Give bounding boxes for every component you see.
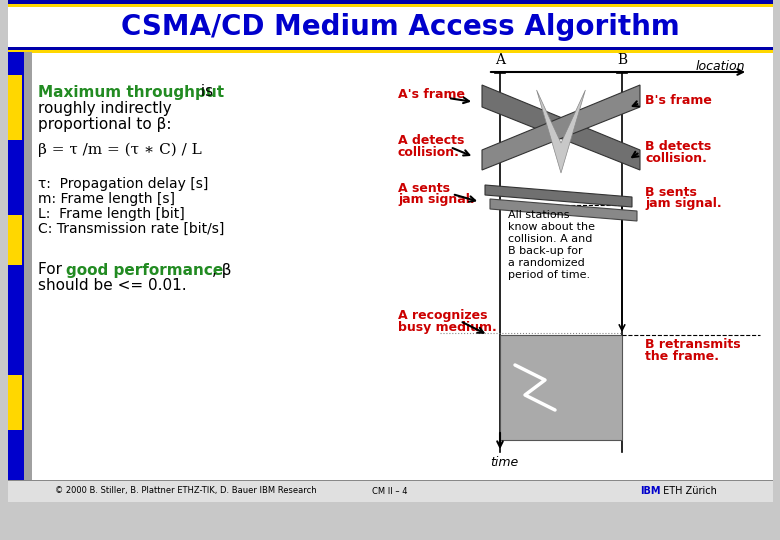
Text: , β: , β — [212, 262, 232, 278]
Polygon shape — [490, 199, 637, 221]
Text: L:  Frame length [bit]: L: Frame length [bit] — [38, 207, 185, 221]
Text: the frame.: the frame. — [645, 350, 719, 363]
Text: B sents: B sents — [645, 186, 697, 199]
FancyBboxPatch shape — [8, 480, 773, 481]
FancyBboxPatch shape — [24, 52, 32, 502]
FancyBboxPatch shape — [8, 2, 773, 48]
Text: collision.: collision. — [645, 152, 707, 165]
FancyBboxPatch shape — [500, 335, 622, 440]
Text: B: B — [617, 53, 627, 67]
Text: IBM: IBM — [640, 486, 661, 496]
Text: A detects: A detects — [398, 134, 464, 147]
FancyBboxPatch shape — [8, 75, 22, 140]
FancyBboxPatch shape — [8, 375, 22, 430]
Text: β = τ /m = (τ ∗ C) / L: β = τ /m = (τ ∗ C) / L — [38, 143, 202, 157]
Text: B back-up for: B back-up for — [508, 246, 583, 256]
Text: CM II – 4: CM II – 4 — [372, 487, 408, 496]
Text: is: is — [196, 84, 213, 99]
Text: © 2000 B. Stiller, B. Plattner ETHZ-TIK, D. Bauer IBM Research: © 2000 B. Stiller, B. Plattner ETHZ-TIK,… — [55, 487, 317, 496]
Text: A's frame: A's frame — [398, 89, 465, 102]
Text: jam signal.: jam signal. — [398, 193, 474, 206]
FancyBboxPatch shape — [8, 52, 773, 502]
FancyBboxPatch shape — [8, 0, 773, 4]
Polygon shape — [485, 185, 632, 207]
Text: B retransmits: B retransmits — [645, 339, 741, 352]
Text: m: Frame length [s]: m: Frame length [s] — [38, 192, 175, 206]
Text: C: Transmission rate [bit/s]: C: Transmission rate [bit/s] — [38, 222, 225, 236]
Text: For: For — [38, 262, 67, 278]
Text: location: location — [696, 60, 745, 73]
FancyBboxPatch shape — [8, 47, 773, 50]
Text: roughly indirectly: roughly indirectly — [38, 100, 172, 116]
FancyBboxPatch shape — [8, 215, 22, 265]
Text: proportional to β:: proportional to β: — [38, 117, 172, 132]
Text: A: A — [495, 53, 505, 67]
Text: B's frame: B's frame — [645, 93, 712, 106]
FancyBboxPatch shape — [8, 4, 773, 7]
FancyBboxPatch shape — [8, 50, 773, 53]
Text: A sents: A sents — [398, 181, 450, 194]
Text: period of time.: period of time. — [508, 270, 590, 280]
Polygon shape — [482, 85, 640, 170]
Text: should be <= 0.01.: should be <= 0.01. — [38, 279, 186, 294]
Text: τ:  Propagation delay [s]: τ: Propagation delay [s] — [38, 177, 208, 191]
FancyBboxPatch shape — [8, 480, 773, 502]
Text: time: time — [490, 456, 518, 469]
Text: All stations: All stations — [508, 210, 569, 220]
Text: know about the: know about the — [508, 222, 595, 232]
Polygon shape — [537, 90, 586, 173]
Text: jam signal.: jam signal. — [645, 198, 722, 211]
Polygon shape — [482, 85, 640, 170]
Text: CSMA/CD Medium Access Algorithm: CSMA/CD Medium Access Algorithm — [121, 13, 679, 41]
Text: Maximum throughput: Maximum throughput — [38, 84, 224, 99]
Text: ETH Zürich: ETH Zürich — [660, 486, 717, 496]
Text: collision. A and: collision. A and — [508, 234, 592, 244]
Text: good performance: good performance — [66, 262, 223, 278]
Text: B detects: B detects — [645, 140, 711, 153]
Text: collision.: collision. — [398, 146, 460, 159]
Text: busy medium.: busy medium. — [398, 321, 497, 334]
FancyBboxPatch shape — [8, 52, 24, 502]
Text: A recognizes: A recognizes — [398, 308, 488, 321]
Text: a randomized: a randomized — [508, 258, 585, 268]
